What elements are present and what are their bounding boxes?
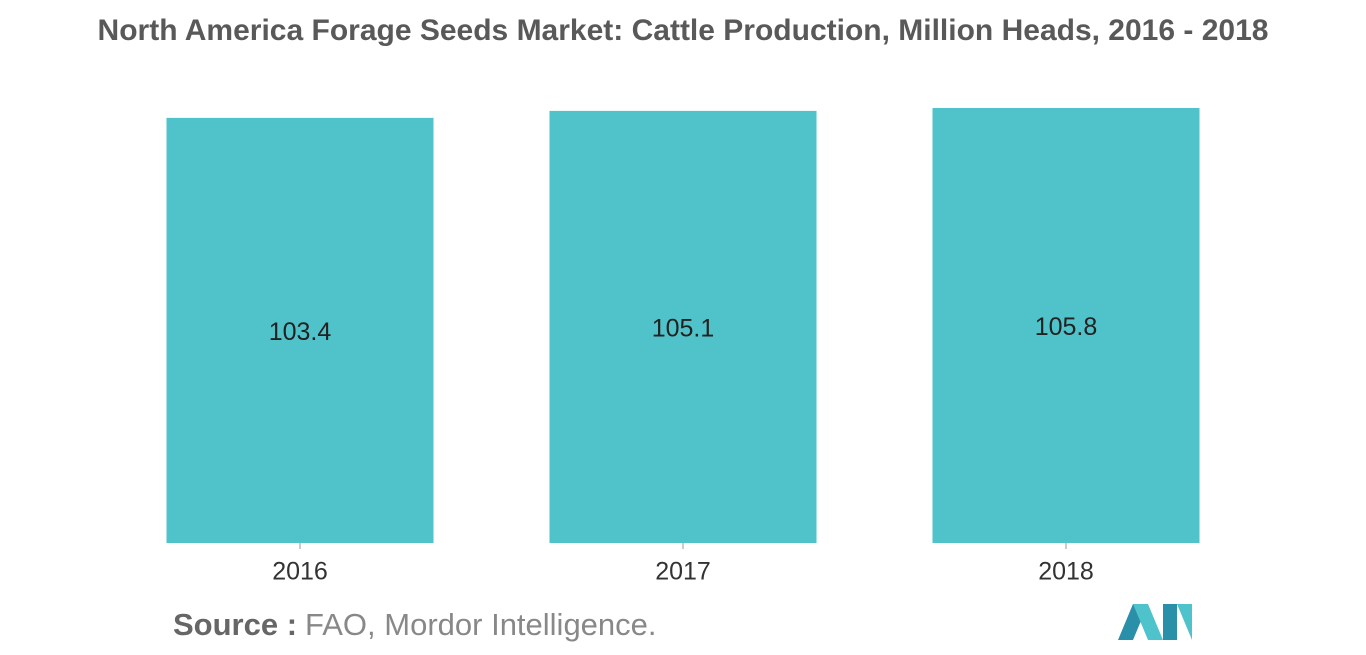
x-tick-label: 2017 [655, 558, 711, 586]
value-label: 103.4 [269, 318, 332, 346]
source-label: Source : [173, 607, 297, 642]
value-label: 105.1 [652, 315, 715, 343]
bar [166, 117, 434, 543]
source-line: Source : FAO, Mordor Intelligence. [173, 607, 657, 642]
value-label: 105.8 [1035, 313, 1098, 341]
logo-shape [1133, 604, 1163, 640]
logo [1118, 604, 1192, 640]
bar [932, 108, 1200, 543]
logo-shape [1163, 604, 1177, 640]
x-tick-label: 2016 [272, 558, 328, 586]
source-text: FAO, Mordor Intelligence. [305, 607, 657, 642]
logo-shape [1177, 604, 1192, 640]
x-tick-label: 2018 [1038, 558, 1094, 586]
chart-title: North America Forage Seeds Market: Cattl… [98, 14, 1269, 47]
bar [549, 110, 817, 543]
